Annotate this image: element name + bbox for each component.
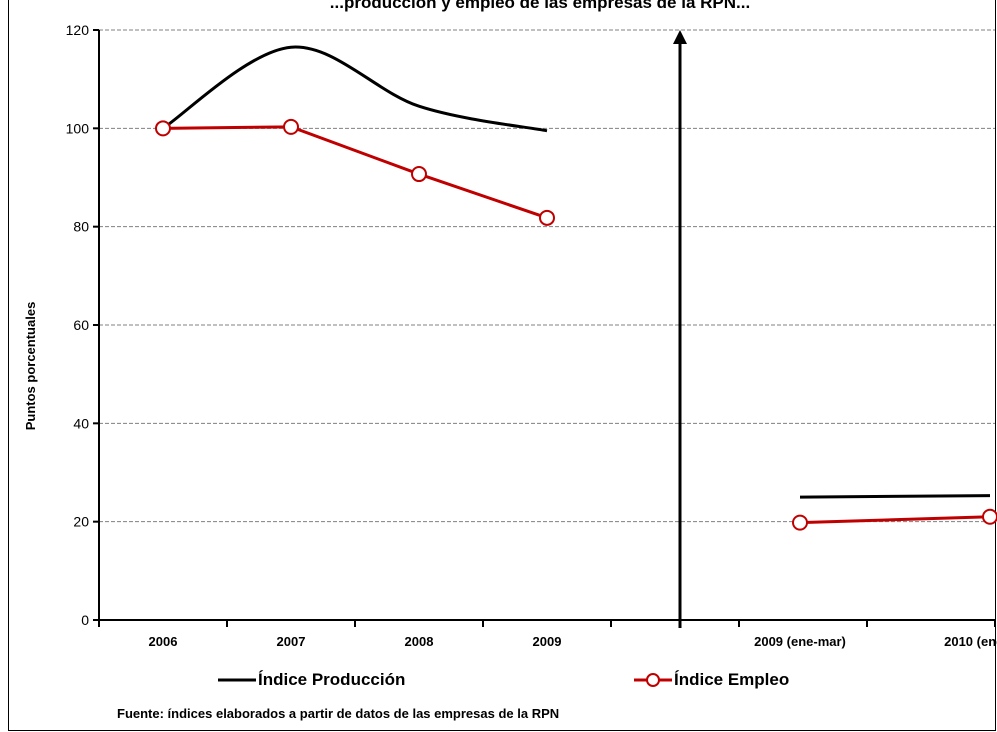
point-employment <box>539 209 555 226</box>
x-tick-label: 2009 <box>533 634 562 649</box>
legend-production-swatch <box>218 670 258 690</box>
point-employment <box>411 166 427 183</box>
point-employment <box>982 508 997 525</box>
x-tick-label: 2009 (ene-mar) <box>754 634 846 649</box>
y-tick-label: 40 <box>73 415 89 431</box>
separator-arrow-head <box>673 30 687 44</box>
point-employment <box>283 118 299 135</box>
legend-production: Índice Producción <box>218 670 405 690</box>
x-tick-label: 2010 (ene-mar) <box>944 634 997 649</box>
point-employment <box>792 514 808 531</box>
series-production-quarterly-line <box>799 494 991 499</box>
y-tick-label: 0 <box>81 612 89 628</box>
y-tick-label: 20 <box>73 514 89 530</box>
series-employment-annual-line <box>162 125 548 220</box>
y-tick-label: 60 <box>73 317 89 333</box>
legend-employment-label: Índice Empleo <box>674 670 790 689</box>
series-production-annual-line <box>162 45 548 133</box>
point-employment <box>155 120 171 137</box>
y-tick-label: 120 <box>66 22 90 38</box>
chart-title: ...producción y empleo de las empresas d… <box>330 0 750 12</box>
y-tick-label: 100 <box>66 120 90 136</box>
chart-frame <box>8 0 996 731</box>
legend-employment-swatch <box>634 670 674 690</box>
series-employment-quarterly-line <box>799 515 991 525</box>
x-tick-label: 2007 <box>277 634 306 649</box>
x-tick-label: 2008 <box>405 634 434 649</box>
x-tick-label: 2006 <box>149 634 178 649</box>
legend-employment: Índice Empleo <box>634 670 789 690</box>
y-axis-label: Puntos porcentuales <box>23 302 38 431</box>
y-tick-label: 80 <box>73 219 89 235</box>
source-note: Fuente: índices elaborados a partir de d… <box>117 706 560 721</box>
legend-production-label: Índice Producción <box>258 670 406 689</box>
